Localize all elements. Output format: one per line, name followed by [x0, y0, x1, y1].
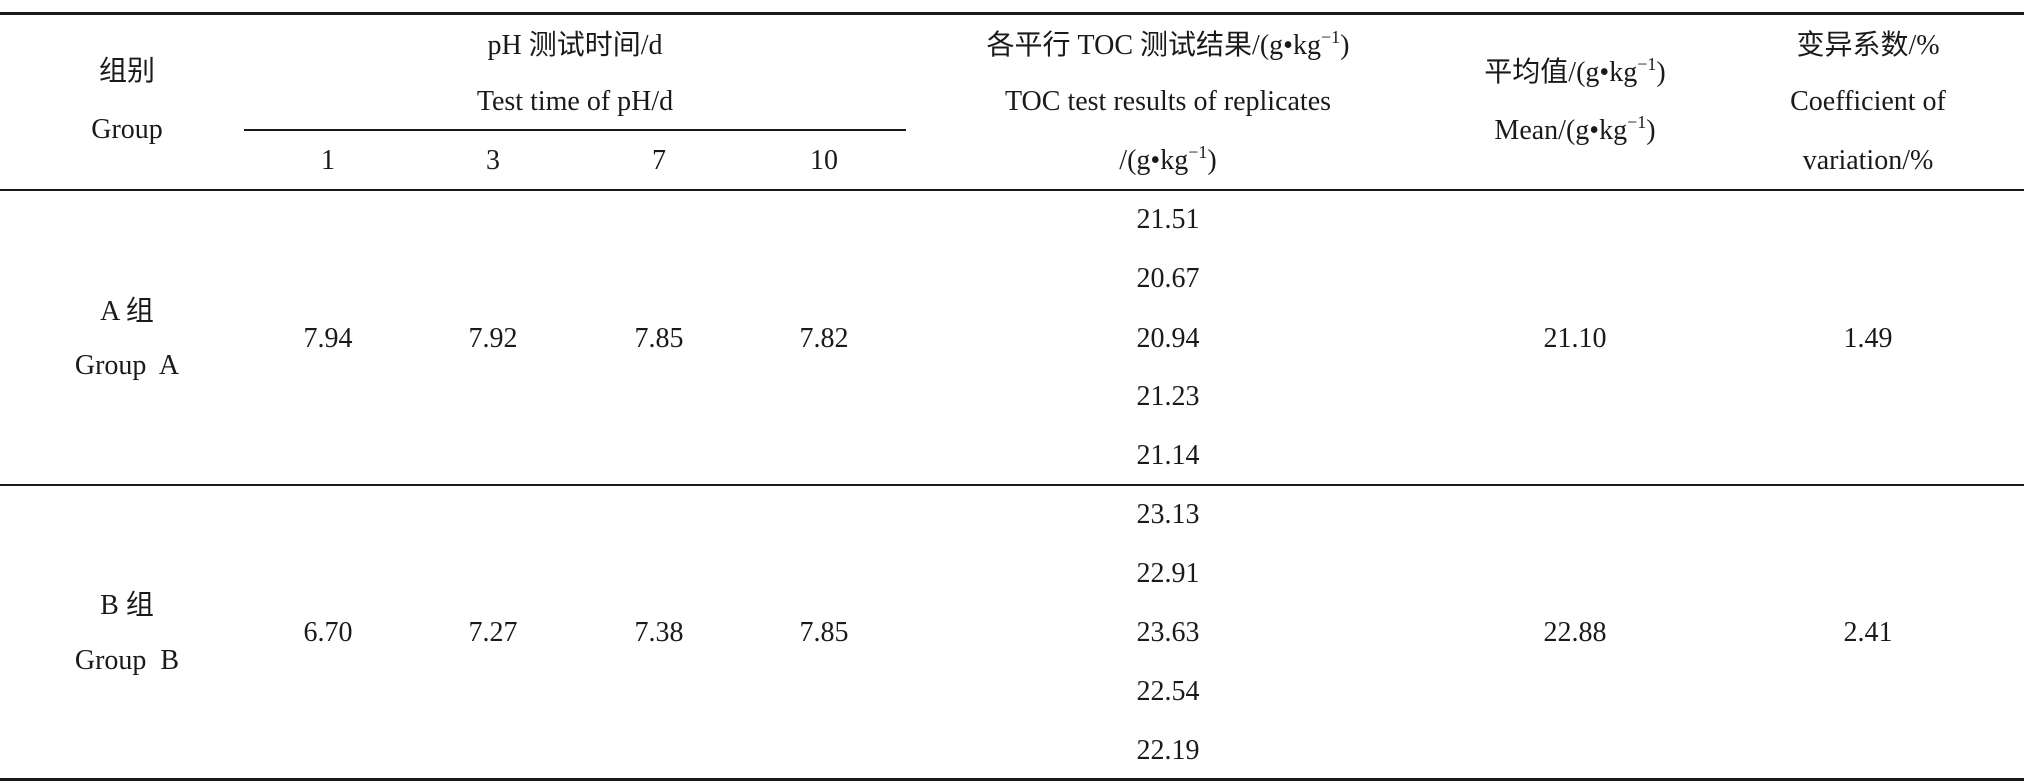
row-b-group-en: Group B — [74, 645, 180, 676]
row-b-group-cn: B 组 — [100, 590, 154, 621]
header-cv-cn: 变异系数/% — [1796, 30, 1940, 61]
header-group-cn: 组别 — [98, 56, 156, 87]
row-a-group-en: Group A — [74, 350, 180, 381]
header-cv-en-1: Coefficient of — [1790, 86, 1946, 117]
row-a-toc-2: 20.67 — [1136, 263, 1200, 294]
header-toc-cn: 各平行 TOC 测试结果/(g•kg−1) — [986, 27, 1350, 61]
row-b-toc-3: 23.63 — [1136, 617, 1200, 648]
header-ph-day-3: 3 — [486, 145, 500, 176]
row-a-mean: 21.10 — [1543, 323, 1607, 354]
header-ph-day-10: 10 — [810, 145, 838, 176]
ph-group-underline — [244, 129, 906, 131]
row-b-toc-4: 22.54 — [1136, 676, 1200, 707]
header-group-en: Group — [91, 114, 163, 145]
header-ph-day-7: 7 — [652, 145, 666, 176]
row-b-mean: 22.88 — [1543, 617, 1607, 648]
row-b-ph-10: 7.85 — [799, 617, 849, 648]
header-mean-cn: 平均值/(g•kg−1) — [1484, 54, 1666, 88]
header-ph-en: Test time of pH/d — [476, 86, 674, 117]
row-a-cv: 1.49 — [1843, 323, 1893, 354]
header-ph-day-1: 1 — [321, 145, 335, 176]
row-b-toc-5: 22.19 — [1136, 735, 1200, 766]
row-b-toc-1: 23.13 — [1136, 499, 1200, 530]
header-toc-unit: /(g•kg−1) — [1119, 142, 1217, 176]
row-b-cv: 2.41 — [1843, 617, 1893, 648]
row-b-ph-1: 6.70 — [303, 617, 353, 648]
row-a-toc-3: 20.94 — [1136, 323, 1200, 354]
row-a-ph-7: 7.85 — [634, 323, 684, 354]
row-a-toc-4: 21.23 — [1136, 381, 1200, 412]
row-a-toc-1: 21.51 — [1136, 204, 1200, 235]
header-cv-en-2: variation/% — [1802, 145, 1934, 176]
row-b-ph-7: 7.38 — [634, 617, 684, 648]
header-bottom-rule — [0, 189, 2024, 191]
row-a-toc-5: 21.14 — [1136, 440, 1200, 471]
row-a-ph-1: 7.94 — [303, 323, 353, 354]
row-a-ph-3: 7.92 — [468, 323, 518, 354]
header-toc-en: TOC test results of replicates — [1004, 86, 1332, 117]
group-separator-rule — [0, 484, 2024, 486]
bottom-rule — [0, 778, 2024, 781]
row-a-group-cn: A 组 — [100, 296, 154, 327]
row-a-ph-10: 7.82 — [799, 323, 849, 354]
header-ph-cn: pH 测试时间/d — [487, 30, 663, 61]
header-mean-en: Mean/(g•kg−1) — [1494, 112, 1656, 146]
row-b-ph-3: 7.27 — [468, 617, 518, 648]
top-rule — [0, 12, 2024, 15]
row-b-toc-2: 22.91 — [1136, 558, 1200, 589]
